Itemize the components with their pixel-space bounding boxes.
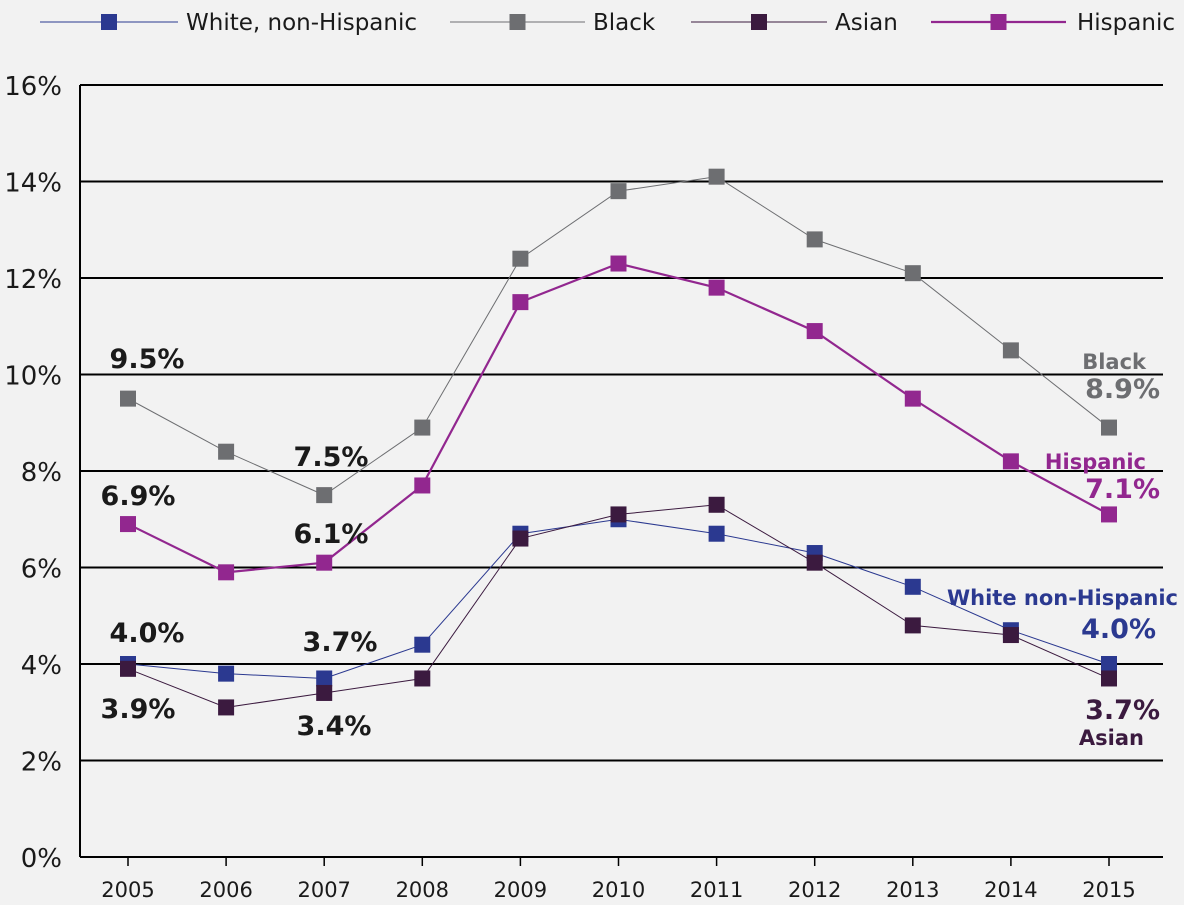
data-point <box>414 477 431 494</box>
legend: White, non-Hispanic Black Asian Hispanic <box>40 10 1175 36</box>
legend-item: Asian <box>691 10 898 36</box>
legend-item: White, non-Hispanic <box>40 10 417 36</box>
annotation-asian-end-name: Asian <box>1079 726 1144 750</box>
data-point <box>708 525 725 542</box>
data-point <box>904 390 921 407</box>
data-point <box>806 554 823 571</box>
data-point <box>316 487 333 504</box>
data-point <box>1002 342 1019 359</box>
data-point <box>414 670 431 687</box>
series-layer <box>120 168 1117 716</box>
y-tick-labels: 0% 2% 4% 6% 8% 10% 12% 14% 16% <box>4 72 62 874</box>
x-tick-label: 2005 <box>101 878 154 902</box>
data-point <box>904 265 921 282</box>
data-point <box>610 506 627 523</box>
legend-label: White, non-Hispanic <box>186 10 417 36</box>
data-point <box>610 255 627 272</box>
y-tick-label: 4% <box>21 651 62 681</box>
legend-item: Black <box>450 10 656 36</box>
data-point <box>1101 656 1117 672</box>
x-tick-label: 2014 <box>984 878 1037 902</box>
series-black <box>120 168 1117 504</box>
y-tick-label: 2% <box>21 748 62 778</box>
y-tick-label: 8% <box>21 458 62 488</box>
x-tick-label: 2008 <box>396 878 449 902</box>
x-tick-label: 2010 <box>592 878 645 902</box>
annotation-white-end-name: White non-Hispanic <box>947 586 1178 610</box>
data-point <box>512 250 529 267</box>
legend-item: Hispanic <box>931 10 1175 36</box>
x-tick-label: 2011 <box>690 878 743 902</box>
data-point <box>316 554 333 571</box>
annotation-asian-2007: 3.4% <box>297 711 372 742</box>
data-point <box>414 636 431 653</box>
legend-swatch-marker <box>751 14 767 30</box>
y-tick-label: 14% <box>4 169 62 199</box>
data-point <box>512 294 529 311</box>
annotation-hispanic-end-value: 7.1% <box>1085 474 1160 505</box>
y-tick-label: 10% <box>4 362 62 392</box>
annotation-asian-end-value: 3.7% <box>1085 695 1160 726</box>
data-point <box>120 660 136 677</box>
annotation-white-end-value: 4.0% <box>1081 614 1156 645</box>
data-point <box>512 530 529 547</box>
x-tick-label: 2006 <box>199 878 252 902</box>
data-point <box>904 578 921 595</box>
data-point <box>1101 670 1117 687</box>
x-tick-label: 2015 <box>1082 878 1135 902</box>
data-point <box>1002 453 1019 470</box>
data-point <box>218 665 235 682</box>
annotation-asian-2005: 3.9% <box>101 694 176 725</box>
y-tick-label: 6% <box>21 555 62 585</box>
data-point <box>218 699 235 716</box>
y-tick-label: 0% <box>21 844 62 874</box>
annotation-black-end-value: 8.9% <box>1085 374 1160 405</box>
y-tick-label: 16% <box>4 72 62 102</box>
data-point <box>610 183 627 200</box>
data-point <box>806 323 823 340</box>
legend-swatch-marker <box>509 14 526 30</box>
data-point <box>120 516 136 533</box>
data-point <box>708 496 725 513</box>
legend-label: Hispanic <box>1077 10 1175 36</box>
data-point <box>708 168 725 185</box>
data-point <box>806 231 823 248</box>
legend-label: Asian <box>835 10 898 36</box>
annotation-hispanic-2007: 6.1% <box>294 519 369 550</box>
legend-label: Black <box>593 10 656 36</box>
data-point <box>316 684 333 701</box>
x-tick-label: 2007 <box>297 878 350 902</box>
data-point <box>414 419 431 436</box>
data-point <box>904 617 921 634</box>
x-tick-label: 2013 <box>886 878 939 902</box>
annotation-black-2005: 9.5% <box>110 344 185 375</box>
data-point <box>708 279 725 296</box>
x-tick-label: 2009 <box>494 878 547 902</box>
data-point <box>218 564 235 581</box>
x-tick-label: 2012 <box>788 878 841 902</box>
data-point <box>316 670 333 687</box>
y-tick-label: 12% <box>4 265 62 295</box>
annotations: 9.5% 7.5% 6.9% 6.1% 4.0% 3.7% 3.9% 3.4% Black8.9… <box>101 344 1178 750</box>
legend-swatch-marker <box>101 14 117 30</box>
annotation-white-2005: 4.0% <box>110 618 185 649</box>
data-point <box>1002 627 1019 644</box>
series-hispanic <box>120 255 1117 581</box>
legend-swatch-marker <box>990 14 1007 30</box>
data-point <box>218 443 235 460</box>
data-point <box>1101 506 1117 523</box>
annotation-black-2007: 7.5% <box>294 442 369 473</box>
series-line <box>127 176 1110 496</box>
annotation-white-2007: 3.7% <box>303 627 378 658</box>
axes <box>79 85 1163 858</box>
annotation-hispanic-end-name: Hispanic <box>1045 450 1146 474</box>
annotation-black-end-name: Black <box>1082 350 1147 374</box>
gridlines <box>80 84 1163 762</box>
data-point <box>1101 419 1117 436</box>
series-asian <box>120 496 1117 716</box>
data-point <box>120 390 136 407</box>
annotation-hispanic-2005: 6.9% <box>101 481 176 512</box>
x-tick-labels: 2005 2006 2007 2008 2009 2010 2011 2012 2013 2014… <box>101 857 1136 902</box>
